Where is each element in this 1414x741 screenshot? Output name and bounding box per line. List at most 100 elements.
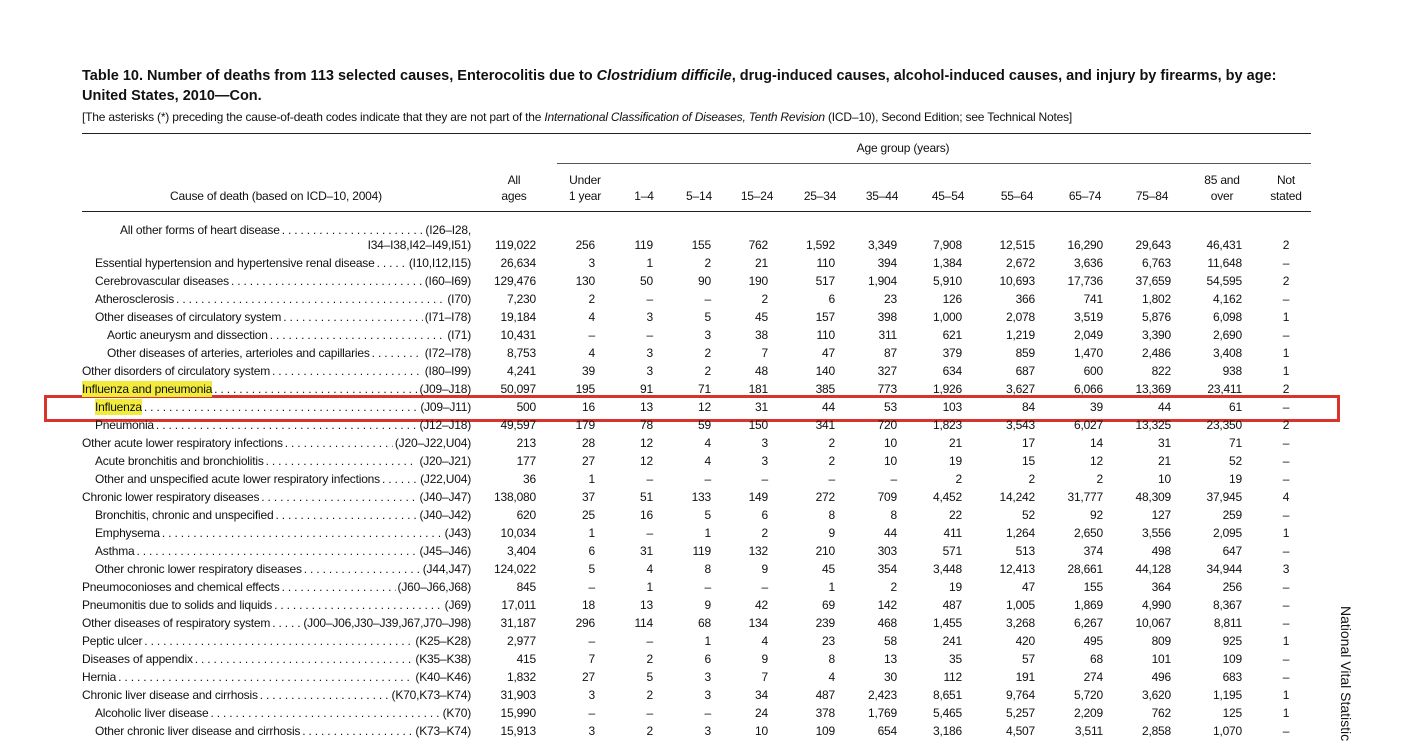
cell-value: 11,648 (1207, 256, 1242, 270)
row-label: Influenza and pneumonia (J09–J18) (82, 381, 471, 397)
cell-value: 3 (704, 724, 712, 738)
cell-value: – (704, 580, 712, 594)
cell-value: – (646, 706, 654, 720)
cell-value: 4,507 (1005, 724, 1035, 738)
cell-value: 155 (1083, 580, 1104, 594)
cell-value: 13,325 (1135, 418, 1171, 432)
cell-value: 239 (815, 616, 836, 630)
leader-dots (382, 471, 418, 487)
cell-value: 1 (1282, 526, 1290, 540)
leader-dots (266, 453, 418, 469)
cell-value: 129,476 (494, 274, 536, 288)
column-header: All (507, 173, 521, 187)
cell-value: 1 (1282, 634, 1290, 648)
cell-value: 19 (949, 454, 962, 468)
cell-value: 3 (1282, 562, 1290, 576)
icd-code: (J12–J18) (419, 418, 471, 432)
cell-value: 517 (815, 274, 836, 288)
cell-value: 2 (1096, 472, 1104, 486)
icd-code: (I26–I28, (425, 223, 471, 237)
cell-value: 3,636 (1073, 256, 1103, 270)
cell-value: 109 (1222, 652, 1243, 666)
column-header: stated (1270, 189, 1302, 203)
cause: Diseases of appendix (82, 652, 193, 666)
cell-value: 44 (1158, 400, 1171, 414)
leader-dots (136, 543, 417, 559)
cell-value: 938 (1222, 364, 1243, 378)
cell-value: 50,097 (500, 382, 536, 396)
cell-value: 29,643 (1135, 238, 1171, 252)
cell-value: 27 (582, 454, 595, 468)
cell-value: 4 (1282, 490, 1290, 504)
cell-value: 366 (1015, 292, 1036, 306)
cell-value: 7 (761, 346, 769, 360)
leader-dots (377, 255, 407, 271)
cell-value: 9 (828, 526, 836, 540)
cell-value: 23,350 (1206, 418, 1242, 432)
cell-value: 19 (1229, 472, 1242, 486)
cell-value: 3 (588, 724, 596, 738)
cell-value: 150 (748, 418, 769, 432)
cell-value: 2,049 (1073, 328, 1103, 342)
row-label: Other diseases of circulatory system (I71… (95, 309, 471, 325)
cell-value: 47 (1022, 580, 1035, 594)
cell-value: 45 (822, 562, 835, 576)
cell-value: 620 (516, 508, 537, 522)
cell-value: 1,000 (932, 310, 962, 324)
cell-value: 2 (646, 724, 654, 738)
cell-value: 59 (698, 418, 711, 432)
cell-value: 42 (755, 598, 768, 612)
cell-value: 157 (815, 310, 836, 324)
title-italic: Clostridium difficile (596, 68, 732, 84)
leader-dots (272, 615, 301, 631)
cell-value: 859 (1015, 346, 1036, 360)
cell-value: 31,777 (1067, 490, 1103, 504)
cell-value: – (646, 634, 654, 648)
cell-value: 30 (884, 670, 897, 684)
cell-value: 195 (575, 382, 596, 396)
row-label: All other forms of heart disease (I26–I28… (120, 222, 471, 238)
cell-value: 142 (877, 598, 898, 612)
cell-value: 14,242 (999, 490, 1035, 504)
cell-value: 8,651 (932, 688, 962, 702)
icd-code: (I80–I99) (424, 364, 471, 378)
cell-value: – (646, 292, 654, 306)
cell-value: 2 (1282, 382, 1290, 396)
cell-value: 36 (523, 472, 536, 486)
cell-value: 3,448 (932, 562, 962, 576)
icd-code: (K35–K38) (415, 652, 471, 666)
leader-dots (156, 417, 418, 433)
icd-code: (K73–K74) (415, 724, 471, 738)
cell-value: 1 (1282, 688, 1290, 702)
cell-value: 2 (704, 256, 712, 270)
cell-value: 37,659 (1135, 274, 1171, 288)
cell-value: – (890, 472, 898, 486)
cell-value: 213 (516, 436, 537, 450)
cell-value: 1,070 (1212, 724, 1242, 738)
cell-value: 2,423 (867, 688, 897, 702)
cell-value: 9 (704, 598, 712, 612)
leader-dots (214, 381, 417, 397)
cell-value: 39 (582, 364, 595, 378)
cell-value: 1 (1282, 310, 1290, 324)
cell-value: 1,592 (805, 238, 835, 252)
cell-value: 3 (588, 256, 596, 270)
cell-value: – (704, 706, 712, 720)
cell-value: 10 (884, 454, 897, 468)
cell-value: 2 (890, 580, 898, 594)
cell-value: 13 (640, 598, 653, 612)
cell-value: – (1282, 616, 1290, 630)
cell-value: 6,267 (1073, 616, 1103, 630)
leader-dots (176, 291, 445, 307)
cell-value: – (1282, 328, 1290, 342)
cell-value: 687 (1015, 364, 1036, 378)
cell-value: 762 (1151, 706, 1172, 720)
column-header: 65–74 (1068, 189, 1102, 203)
cell-value: 420 (1015, 634, 1036, 648)
cell-value: – (1282, 544, 1290, 558)
cause: Chronic liver disease and cirrhosis (82, 688, 258, 702)
cell-value: 12 (640, 454, 653, 468)
cell-value: 155 (691, 238, 712, 252)
cell-value: 1,455 (932, 616, 962, 630)
cell-value: 119 (634, 238, 653, 252)
